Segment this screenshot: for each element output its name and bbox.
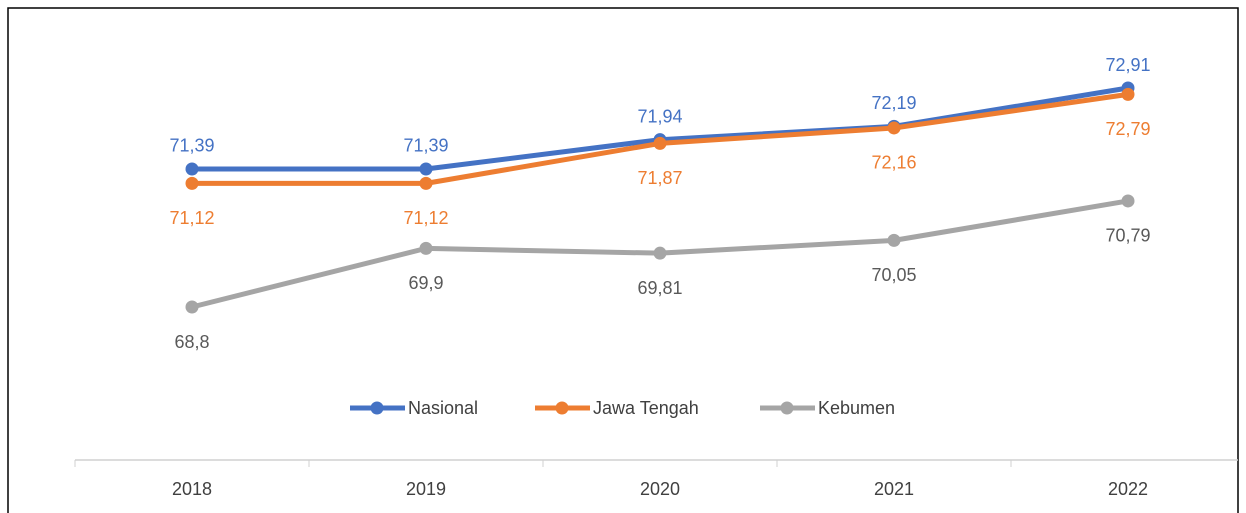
point: [1121, 194, 1135, 208]
legend-marker: [370, 401, 384, 415]
data-label: 71,94: [637, 106, 682, 126]
data-label: 70,79: [1105, 226, 1150, 246]
data-label: 71,87: [637, 168, 682, 188]
data-label: 69,81: [637, 278, 682, 298]
x-tick-label: 2020: [640, 479, 680, 499]
frame: [7, 7, 1239, 513]
legend-label: Nasional: [408, 398, 478, 418]
data-label: 72,16: [871, 153, 916, 173]
point: [185, 300, 199, 314]
point: [419, 176, 433, 190]
legend-marker: [555, 401, 569, 415]
data-label: 72,79: [1105, 119, 1150, 139]
point: [185, 162, 199, 176]
point: [1121, 87, 1135, 101]
data-label: 70,05: [871, 265, 916, 285]
point: [887, 121, 901, 135]
data-label: 69,9: [408, 273, 443, 293]
x-tick-label: 2019: [406, 479, 446, 499]
legend-marker: [780, 401, 794, 415]
data-label: 71,39: [169, 136, 214, 156]
data-label: 71,39: [403, 136, 448, 156]
data-label: 68,8: [174, 332, 209, 352]
data-label: 71,12: [169, 208, 214, 228]
point: [185, 176, 199, 190]
x-tick-label: 2021: [874, 479, 914, 499]
point: [419, 241, 433, 255]
legend-label: Jawa Tengah: [593, 398, 699, 418]
point: [653, 136, 667, 150]
point: [419, 162, 433, 176]
data-label: 72,91: [1105, 55, 1150, 75]
data-label: 72,19: [871, 93, 916, 113]
point: [653, 246, 667, 260]
legend-label: Kebumen: [818, 398, 895, 418]
data-label: 71,12: [403, 208, 448, 228]
x-tick-label: 2022: [1108, 479, 1148, 499]
point: [887, 233, 901, 247]
x-tick-label: 2018: [172, 479, 212, 499]
